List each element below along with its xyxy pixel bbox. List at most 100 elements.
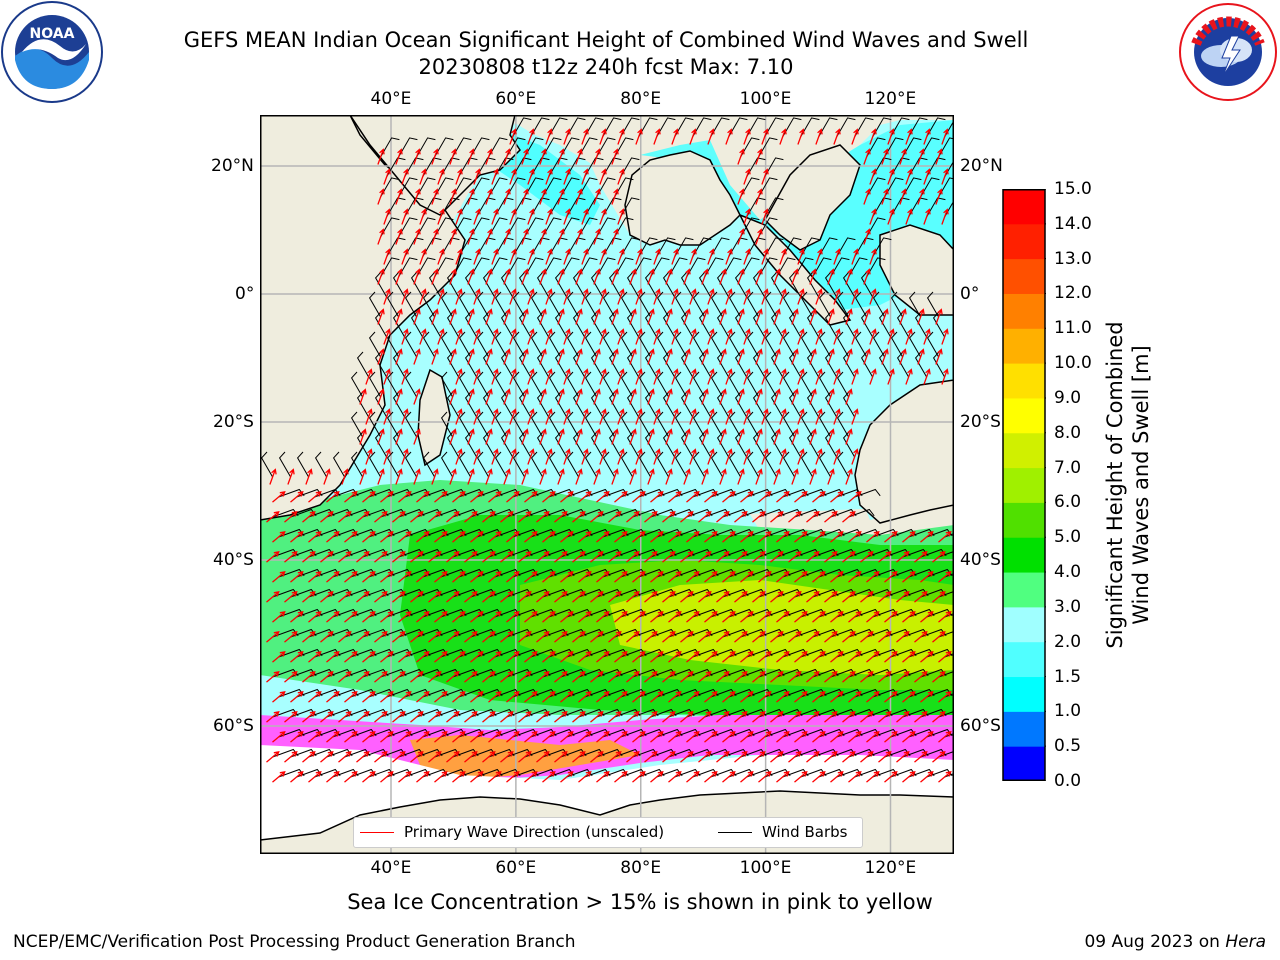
- wave-direction-arrow: [377, 428, 385, 445]
- wave-direction-arrow: [410, 591, 424, 603]
- wave-direction-arrow: [881, 348, 889, 365]
- wave-direction-arrow: [905, 168, 913, 185]
- wave-direction-arrow: [827, 388, 835, 405]
- wave-direction-arrow: [464, 591, 478, 603]
- wave-direction-arrow: [707, 448, 715, 465]
- wind-barb: [656, 117, 676, 138]
- wind-barb: [716, 311, 730, 338]
- wave-direction-arrow: [518, 751, 532, 763]
- wave-direction-arrow: [437, 208, 445, 225]
- wave-direction-arrow: [593, 468, 601, 485]
- wave-direction-arrow: [416, 491, 430, 503]
- wave-direction-arrow: [398, 531, 412, 543]
- wave-direction-arrow: [398, 571, 412, 583]
- colorbar-tick-label: 13.0: [1054, 248, 1092, 269]
- wind-barb: [566, 331, 580, 358]
- wave-direction-arrow: [611, 348, 619, 365]
- wave-direction-arrow: [719, 308, 727, 325]
- wind-barb: [422, 451, 436, 478]
- wind-barb: [830, 257, 850, 278]
- wave-direction-arrow: [575, 228, 583, 245]
- wind-barb: [620, 451, 634, 478]
- wave-direction-arrow: [320, 551, 334, 563]
- wave-direction-arrow: [539, 468, 547, 485]
- wind-barb: [728, 451, 742, 478]
- wave-direction-arrow: [563, 208, 571, 225]
- wave-direction-arrow: [290, 491, 304, 503]
- wind-barb: [500, 431, 514, 458]
- wave-direction-arrow: [557, 468, 565, 485]
- wave-direction-arrow: [719, 428, 727, 445]
- wave-direction-arrow: [665, 428, 673, 445]
- wind-barb: [674, 411, 688, 438]
- wave-direction-arrow: [428, 551, 442, 563]
- wave-direction-arrow: [581, 208, 589, 225]
- wave-direction-arrow: [878, 751, 892, 763]
- wind-barb: [698, 311, 712, 338]
- wave-direction-arrow: [527, 168, 535, 185]
- wave-direction-arrow: [791, 388, 799, 405]
- wave-direction-arrow: [680, 711, 694, 723]
- wave-direction-arrow: [545, 448, 553, 465]
- wave-direction-arrow: [743, 128, 751, 145]
- wind-barb: [386, 411, 400, 438]
- wave-direction-arrow: [650, 611, 664, 623]
- lon-tick-top: 120°E: [864, 89, 917, 109]
- wind-barb: [740, 217, 760, 238]
- wind-barb: [860, 311, 874, 338]
- wind-barb: [356, 391, 370, 418]
- wave-direction-arrow: [536, 551, 550, 563]
- wave-direction-arrow: [524, 571, 538, 583]
- wave-direction-arrow: [650, 531, 664, 543]
- wind-barb: [410, 271, 424, 298]
- wave-direction-arrow: [557, 268, 565, 285]
- wave-direction-arrow: [794, 731, 808, 743]
- wave-direction-arrow: [308, 611, 322, 623]
- wave-direction-arrow: [824, 591, 838, 603]
- wave-direction-arrow: [866, 691, 880, 703]
- wave-direction-arrow: [842, 671, 856, 683]
- wave-direction-arrow: [752, 751, 766, 763]
- wave-direction-arrow: [770, 551, 784, 563]
- wind-barb: [710, 237, 730, 258]
- wave-direction-arrow: [812, 731, 826, 743]
- wave-direction-arrow: [824, 511, 838, 523]
- wave-direction-arrow: [878, 711, 892, 723]
- wind-barb: [800, 117, 820, 138]
- wind-barb: [614, 177, 634, 198]
- wave-direction-arrow: [395, 388, 403, 405]
- wind-barb: [620, 117, 640, 138]
- wind-barb: [530, 291, 544, 318]
- colorbar-tick-label: 14.0: [1054, 213, 1092, 234]
- lon-tick-bottom: 80°E: [620, 858, 662, 878]
- wind-barb: [944, 613, 954, 618]
- wind-barb: [758, 257, 778, 278]
- wind-barb: [656, 237, 676, 258]
- wave-direction-arrow: [701, 348, 709, 365]
- wave-direction-arrow: [488, 611, 502, 623]
- wave-direction-arrow: [593, 228, 601, 245]
- wind-barb: [404, 331, 418, 358]
- wind-barb: [554, 351, 568, 378]
- wave-direction-arrow: [722, 531, 736, 543]
- wind-barb: [782, 411, 796, 438]
- wave-direction-arrow: [326, 531, 340, 543]
- wave-direction-arrow: [707, 328, 715, 345]
- wave-direction-arrow: [431, 348, 439, 365]
- wave-direction-arrow: [734, 711, 748, 723]
- wave-direction-arrow: [374, 551, 388, 563]
- indochina-land: [764, 144, 861, 251]
- wave-direction-arrow: [689, 408, 697, 425]
- wave-direction-arrow: [869, 128, 877, 145]
- wave-direction-arrow: [521, 268, 529, 285]
- wave-direction-arrow: [701, 428, 709, 445]
- wind-barb: [674, 451, 688, 478]
- wave-direction-arrow: [689, 368, 697, 385]
- wave-direction-arrow: [671, 368, 679, 385]
- wave-direction-arrow: [611, 268, 619, 285]
- wave-direction-arrow: [413, 388, 421, 405]
- wave-direction-arrow: [398, 731, 412, 743]
- wind-barb: [518, 351, 532, 378]
- wave-direction-arrow: [848, 651, 862, 663]
- wave-direction-arrow: [629, 308, 637, 325]
